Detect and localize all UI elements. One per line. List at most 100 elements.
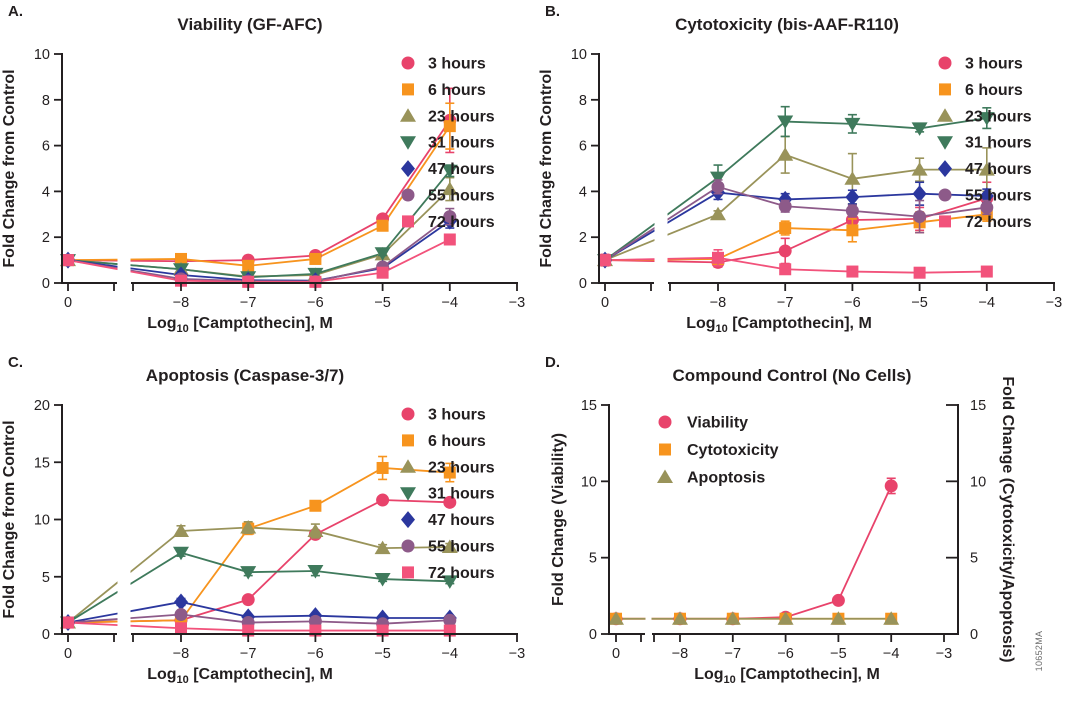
line-23-hours (604, 153, 987, 261)
legend-marker-viability (658, 415, 672, 429)
legend-item-55-hours: 55 hours (938, 188, 1032, 205)
legend-marker-31-hours (400, 136, 416, 150)
data-point-31-hours (911, 122, 928, 136)
line-55-hours (604, 185, 987, 261)
panel-letter-b: B. (545, 3, 560, 20)
legend-item-viability: Viability (658, 415, 748, 432)
y-tick-label: 20 (34, 398, 50, 414)
legend: 3 hours 6 hours 23 hours 31 hours 47 hours 55… (937, 56, 1032, 231)
legend-marker-72-hours (402, 566, 414, 579)
x-tick-label: −5 (374, 646, 391, 662)
y-tick-label: 5 (589, 551, 597, 567)
panel-b-cytotoxicity: B. 0 2 4 6 8 10 0 −8 −7 −6 −5 −4 −3 Log10 [Camptothec… (537, 0, 1074, 351)
x-tick-label: −3 (1046, 295, 1063, 311)
legend-marker-cytotoxicity (659, 443, 671, 456)
legend-item-72-hours: 72 hours (402, 565, 495, 582)
x-tick-label: −8 (173, 295, 190, 311)
line-23-hours (67, 526, 450, 624)
series-viability (609, 477, 898, 626)
data-point-31-hours (777, 115, 794, 130)
x-tick-label: −6 (307, 646, 324, 662)
legend-marker-31-hours (400, 487, 416, 501)
x-axis-break-gap (645, 389, 652, 633)
data-point-72-hours (443, 233, 456, 246)
x-tick-label: −6 (777, 646, 794, 662)
cytotoxicity-chart: 0 2 4 6 8 10 0 −8 −7 −6 −5 −4 −3 Log10 [Camptothecin]… (538, 15, 1063, 335)
compound-control-chart: 0 5 10 15 0 −8 −7 −6 −5 −4 −3 Log10 [Camptothecin],… (550, 366, 1016, 686)
legend-label: Viability (687, 415, 748, 432)
legend-marker-47-hours (401, 511, 415, 529)
data-point-72-hours (913, 266, 926, 279)
line-3-hours (67, 119, 451, 263)
legend-label: 6 hours (428, 433, 486, 450)
legend-item-6-hours: 6 hours (939, 82, 1023, 99)
data-point-3-hours (443, 495, 457, 509)
legend-marker-3-hours (401, 56, 415, 70)
legend-marker-31-hours (937, 136, 953, 150)
data-point-apoptosis (830, 611, 847, 625)
line-6-hours (67, 125, 451, 267)
legend-marker-23-hours (937, 108, 953, 122)
panel-letter-a: A. (8, 3, 23, 20)
data-point-viability (831, 593, 845, 607)
data-point-23-hours (777, 147, 794, 161)
legend: 3 hours 6 hours 23 hours 31 hours 47 hours 55… (400, 56, 495, 231)
legend-marker-6-hours (402, 83, 414, 96)
data-point-23-hours (710, 206, 726, 221)
y-tick-label: 0 (579, 276, 587, 292)
data-point-72-hours (846, 265, 859, 278)
y-tick-label: 6 (42, 139, 50, 155)
chart-title: Compound Control (No Cells) (673, 366, 912, 385)
x-tick-label: −8 (710, 295, 727, 311)
right-y-tick-label: 10 (970, 474, 986, 490)
x-tick-label: −3 (509, 646, 526, 662)
data-point-3-hours (376, 493, 390, 507)
legend-item-47-hours: 47 hours (401, 160, 495, 178)
legend-item-31-hours: 31 hours (400, 135, 495, 152)
data-point-55-hours (711, 180, 725, 194)
data-point-72-hours (175, 622, 187, 635)
x-tick-label: 0 (612, 646, 620, 662)
x-tick-label: −5 (911, 295, 928, 311)
x-axis-label: Log10 [Camptothecin], M (147, 315, 333, 335)
y-tick-label: 10 (581, 474, 597, 490)
x-axis-break-gap (654, 38, 668, 282)
x-tick-label: 0 (64, 295, 72, 311)
legend-marker-55-hours (938, 188, 952, 202)
data-point-72-hours (712, 251, 724, 264)
y-tick-label: 0 (589, 627, 597, 643)
data-point-6-hours (443, 466, 456, 479)
legend-item-23-hours: 23 hours (400, 459, 495, 476)
data-point-viability (884, 479, 898, 493)
data-point-47-hours (174, 593, 188, 611)
y-tick-label: 10 (571, 47, 587, 63)
data-point-6-hours (376, 219, 389, 232)
line-72-hours (604, 256, 987, 274)
legend-item-23-hours: 23 hours (400, 108, 495, 125)
legend-label: 23 hours (965, 108, 1032, 125)
legend-label: 55 hours (428, 188, 495, 205)
legend-marker-55-hours (401, 539, 415, 553)
legend-label: 47 hours (965, 161, 1032, 178)
legend-item-3-hours: 3 hours (401, 56, 486, 73)
data-point-apoptosis (608, 611, 624, 625)
data-point-47-hours (912, 185, 927, 203)
legend-item-47-hours: 47 hours (401, 511, 495, 529)
line-31-hours (67, 170, 451, 279)
legend-marker-72-hours (939, 215, 951, 228)
legend-item-apoptosis: Apoptosis (657, 469, 765, 487)
legend-item-47-hours: 47 hours (938, 160, 1032, 178)
x-axis-break-gap (117, 389, 131, 633)
legend-item-23-hours: 23 hours (937, 108, 1032, 125)
data-point-apoptosis (883, 611, 900, 625)
x-tick-label: −6 (307, 295, 324, 311)
legend-item-6-hours: 6 hours (402, 82, 486, 99)
x-tick-label: −4 (442, 295, 459, 311)
y-tick-label: 15 (581, 398, 597, 414)
y-tick-label: 4 (42, 184, 50, 200)
data-point-6-hours (175, 252, 187, 265)
data-point-31-hours (710, 171, 726, 186)
chart-title: Apoptosis (Caspase-3/7) (146, 366, 344, 385)
line-55-hours (67, 613, 450, 625)
